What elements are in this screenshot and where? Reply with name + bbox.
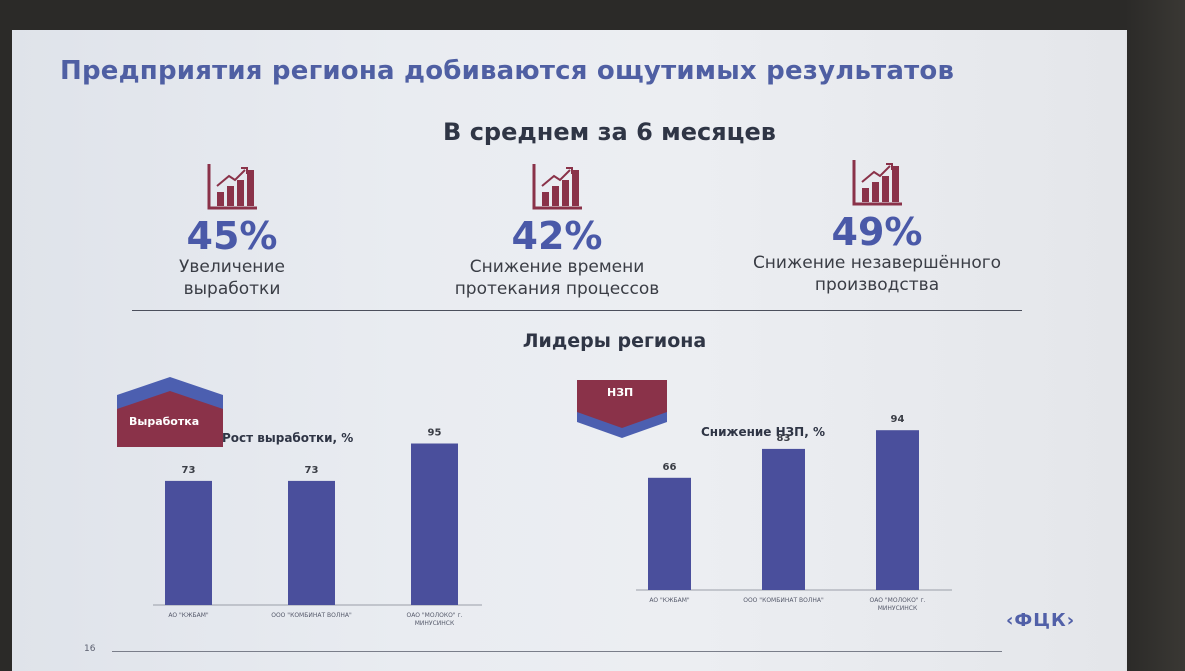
chart-title: Рост выработки, % xyxy=(222,431,353,445)
metric-description-line2: производства xyxy=(814,275,940,295)
data-label: 73 xyxy=(182,465,196,476)
metric-wip-reduction: 49% Снижение незавершённого производства xyxy=(747,158,1007,296)
badge-label: Выработка xyxy=(129,415,200,428)
metric-description-line1: Увеличение xyxy=(179,257,285,277)
data-label: 95 xyxy=(428,428,442,439)
bar xyxy=(411,443,458,605)
bar xyxy=(165,480,212,605)
metric-process-time-reduction: 42% Снижение времени протекания процессо… xyxy=(442,162,672,300)
logo-text: ФЦК xyxy=(1014,610,1067,631)
growth-chart-icon xyxy=(850,158,904,208)
slide-title: Предприятия региона добиваются ощутимых … xyxy=(60,56,955,86)
slide-subtitle: В среднем за 6 месяцев xyxy=(443,118,776,146)
data-label: 73 xyxy=(305,465,319,476)
metric-description-line2: протекания процессов xyxy=(454,279,660,299)
badge-label: НЗП xyxy=(607,386,634,399)
screen-edge-shadow xyxy=(1125,0,1185,671)
metric-description-line2: выработки xyxy=(183,279,281,299)
output-growth-chart: Рост выработки, % 73 АО "КЖБАМ" 73 ООО "КОМБ… xyxy=(153,428,482,627)
metric-description-line1: Снижение времени xyxy=(469,257,645,277)
x-tick-label: ООО "КОМБИНАТ ВОЛНА" xyxy=(271,612,352,619)
x-tick-label: МИНУСИНСК xyxy=(415,620,455,627)
page-number: 16 xyxy=(84,644,96,654)
metric-description-line1: Снижение незавершённого xyxy=(752,253,1002,273)
growth-chart-icon xyxy=(530,162,584,212)
metric-value: 45% xyxy=(186,214,278,258)
bar xyxy=(288,480,335,605)
leaders-heading: Лидеры региона xyxy=(522,330,707,352)
x-tick-label: ОАО "МОЛОКО" г. xyxy=(406,612,462,619)
metric-value: 49% xyxy=(831,210,923,254)
x-tick-label: АО "КЖБАМ" xyxy=(168,612,209,619)
company-logo: ‹ФЦК› xyxy=(1006,610,1076,631)
presentation-slide: Предприятия региона добиваются ощутимых … xyxy=(12,30,1127,671)
growth-chart-icon xyxy=(205,162,259,212)
metric-value: 42% xyxy=(511,214,603,258)
output-badge: Выработка xyxy=(117,375,223,449)
divider xyxy=(132,310,1022,311)
footer-divider xyxy=(112,651,1002,652)
wip-badge: НЗП xyxy=(577,380,667,446)
metric-output-increase: 45% Увеличение выработки xyxy=(142,162,322,300)
